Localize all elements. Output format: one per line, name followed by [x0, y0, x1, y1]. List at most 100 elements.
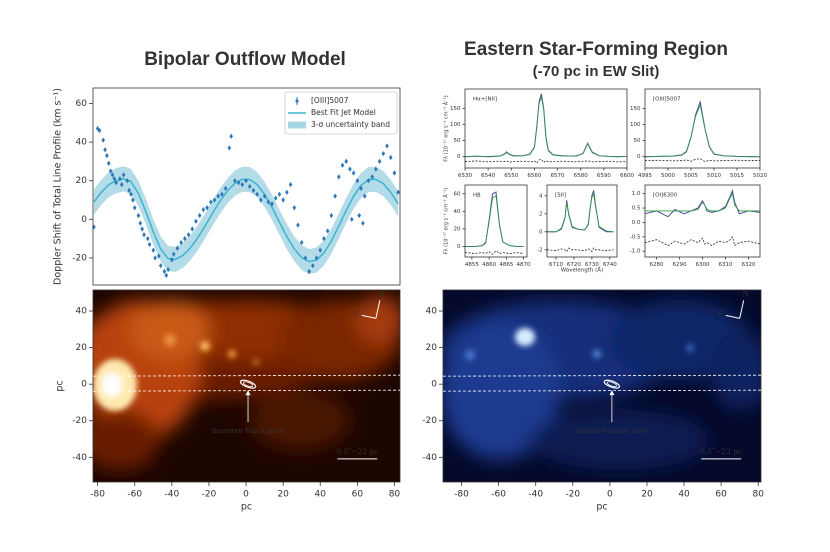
x-tick-label: -80: [90, 490, 105, 500]
data-point: [244, 178, 248, 184]
x-tick-label: 6600: [620, 173, 634, 179]
residual-line: [644, 158, 760, 162]
x-tick-label: 6310: [719, 262, 733, 268]
data-point: [396, 189, 400, 195]
data-point: [151, 247, 156, 253]
black-hole-contour: [239, 379, 257, 389]
y-tick-label: 100: [450, 122, 461, 128]
x-tick-label: -80: [454, 490, 469, 500]
y-tick-label: 20: [426, 343, 438, 353]
data-point: [370, 174, 374, 180]
annotation: 0.5″~22 pc: [700, 447, 742, 456]
x-tick-label: 0: [607, 490, 613, 500]
y-axis-label: Fλ (10⁻¹⁷ erg s⁻¹ cm⁻² Å⁻¹): [443, 95, 450, 162]
data-point: [314, 255, 319, 261]
data-point: [233, 178, 237, 184]
data-point: [186, 232, 191, 238]
data-point: [259, 197, 263, 203]
data-point: [240, 181, 245, 188]
spectrum-line: [644, 99, 760, 158]
pointer-arrowhead: [609, 390, 615, 396]
data-point: [97, 127, 102, 134]
x-tick-label: 4860: [482, 262, 496, 268]
data-point: [357, 212, 361, 219]
data-point: [229, 133, 233, 139]
data-point: [175, 245, 180, 251]
y-tick-label: 0: [81, 215, 87, 225]
panel-label: [OI]6300: [653, 193, 678, 199]
data-point: [329, 212, 334, 219]
x-tick-label: 6580: [574, 173, 588, 179]
y-tick-label: 4: [539, 193, 543, 199]
y-axis-label: pc: [55, 380, 66, 391]
data-point: [236, 180, 241, 186]
y-tick-label: -2: [537, 247, 542, 253]
data-point: [153, 255, 157, 261]
x-tick-label: 5010: [707, 173, 721, 179]
data-point: [270, 201, 274, 207]
black-hole-contour: [606, 381, 618, 387]
data-point: [110, 172, 115, 178]
data-point: [158, 263, 163, 269]
x-tick-label: -60: [127, 490, 142, 500]
data-point: [132, 205, 137, 211]
panel-label: [SII]: [555, 193, 566, 199]
fit-line: [645, 103, 761, 158]
y-tick-label: 40: [76, 307, 88, 317]
residual-line: [464, 250, 524, 255]
data-point: [147, 241, 152, 248]
legend-patch: [288, 121, 306, 129]
data-point: [166, 266, 170, 273]
data-point: [303, 255, 308, 261]
compass-e: [725, 314, 740, 319]
data-point: [288, 181, 293, 188]
right-subheading: (-70 pc in EW Slit): [533, 63, 660, 80]
data-point: [325, 228, 330, 234]
y-tick-label: 60: [454, 191, 461, 197]
data-point: [362, 193, 367, 199]
data-point: [349, 216, 354, 222]
y-axis-label: Doppler Shift of Total Line Profile (km …: [53, 88, 64, 285]
data-point: [118, 176, 122, 182]
data-point: [355, 178, 360, 184]
annotation: 0.5″~22 pc: [336, 447, 378, 456]
y-tick-label: 60: [76, 99, 88, 109]
data-point: [190, 226, 195, 232]
data-point: [255, 191, 259, 197]
x-tick-label: 6710: [549, 262, 563, 268]
fit-line: [465, 194, 524, 247]
y-tick-label: 50: [634, 138, 641, 144]
data-point: [140, 226, 144, 232]
x-tick-label: 20: [641, 490, 653, 500]
x-tick-label: 5005: [684, 173, 698, 179]
data-point: [348, 166, 352, 172]
y-tick-label: 0: [637, 154, 641, 160]
data-point: [170, 257, 174, 263]
x-tick-label: 6300: [696, 262, 710, 268]
data-point: [340, 162, 345, 168]
y-tick-label: 40: [76, 138, 88, 148]
slit-line: [442, 374, 762, 377]
x-tick-label: -40: [528, 490, 543, 500]
data-point: [359, 185, 363, 192]
y-tick-label: 50: [454, 138, 461, 144]
x-tick-label: 20: [277, 490, 289, 500]
x-tick-label: -60: [491, 490, 506, 500]
y-tick-label: 20: [454, 226, 461, 232]
y-tick-label: 40: [426, 307, 438, 317]
data-point: [227, 145, 232, 151]
y-tick-label: 1.0: [632, 191, 641, 197]
data-point: [103, 147, 107, 153]
x-tick-label: 4855: [465, 262, 479, 268]
y-tick-label: 40: [454, 209, 461, 215]
data-point: [266, 199, 271, 205]
data-point: [179, 239, 183, 246]
black-hole-contour: [242, 381, 254, 387]
blue-image: [443, 290, 761, 482]
x-tick-label: 6590: [597, 173, 611, 179]
data-point: [361, 220, 365, 226]
data-point: [388, 154, 393, 161]
data-point: [333, 193, 337, 199]
data-point: [281, 197, 285, 203]
